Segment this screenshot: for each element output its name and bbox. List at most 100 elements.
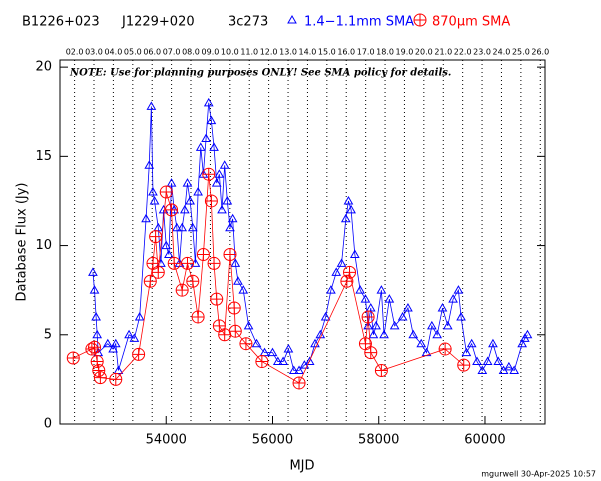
year-tick-label: 08.0	[182, 48, 200, 57]
year-tick-label: 14.0	[299, 48, 317, 57]
year-tick-label: 17.0	[357, 48, 375, 57]
triangle-marker	[376, 285, 387, 294]
triangle-marker	[166, 178, 177, 187]
triangle-marker	[517, 338, 528, 348]
circle-plus-marker	[204, 194, 218, 208]
year-tick-label: 05.0	[124, 48, 142, 57]
circle-plus-marker	[88, 340, 102, 354]
triangle-marker	[206, 115, 217, 125]
triangle-marker	[294, 365, 304, 374]
triangle-marker	[267, 347, 278, 357]
triangle-marker	[437, 303, 448, 312]
legend-marker	[413, 13, 427, 27]
triangle-marker	[472, 356, 482, 366]
triangle-marker	[368, 329, 379, 339]
circle-plus-marker	[146, 256, 160, 270]
triangle-marker	[272, 356, 283, 366]
circle-plus-marker	[340, 274, 354, 288]
year-tick-label: 21.0	[434, 48, 452, 57]
triangle-marker	[110, 338, 121, 348]
triangle-marker	[488, 338, 498, 348]
circle-plus-marker	[90, 355, 104, 369]
year-tick-label: 12.0	[260, 48, 278, 57]
year-tick-label: 03.0	[85, 48, 103, 57]
triangle-marker	[146, 101, 157, 110]
triangle-marker	[179, 204, 190, 214]
triangle-marker	[336, 258, 347, 267]
year-tick-label: 22.0	[454, 48, 472, 57]
triangle-marker	[432, 329, 443, 339]
x-tick-label: 60000	[464, 433, 505, 448]
triangle-marker	[403, 303, 413, 312]
year-tick-label: 25.0	[512, 48, 530, 57]
circle-plus-marker	[239, 337, 253, 351]
triangle-marker	[320, 311, 331, 321]
triangle-marker	[141, 213, 151, 223]
circle-plus-marker	[438, 342, 452, 356]
circle-plus-marker	[196, 247, 210, 261]
triangle-marker	[225, 222, 235, 232]
triangle-marker	[230, 258, 241, 267]
year-tick-label: 11.0	[240, 48, 258, 57]
circle-plus-marker	[210, 292, 224, 306]
x-tick-label: 58000	[358, 433, 399, 448]
triangle-marker	[222, 195, 233, 205]
triangle-marker	[169, 204, 180, 214]
source-label: J1229+020	[121, 15, 195, 30]
annotation: NOTE: Use for planning purposes ONLY! Se…	[69, 68, 451, 79]
series-line	[92, 102, 528, 372]
series-line	[73, 174, 464, 384]
triangle-marker	[343, 195, 354, 205]
triangle-marker	[185, 195, 196, 205]
circle-plus-marker	[202, 167, 216, 181]
triangle-marker	[371, 320, 381, 330]
triangle-marker	[219, 160, 230, 169]
triangle-marker	[477, 365, 488, 374]
triangle-marker	[91, 311, 101, 321]
y-tick-label: 10	[35, 238, 52, 253]
triangle-marker	[243, 320, 254, 330]
triangle-marker	[304, 356, 315, 366]
year-tick-label: 04.0	[104, 48, 122, 57]
year-tick-label: 06.0	[143, 48, 161, 57]
triangle-marker	[416, 338, 427, 348]
year-tick-label: 24.0	[493, 48, 511, 57]
circle-plus-marker	[143, 274, 157, 288]
year-tick-label: 09.0	[202, 48, 220, 57]
triangle-marker	[456, 311, 466, 321]
triangle-marker	[278, 356, 288, 366]
circle-plus-marker	[167, 256, 181, 270]
circle-plus-marker	[159, 185, 173, 199]
source-label: 3c273	[228, 15, 268, 30]
triangle-marker	[360, 294, 371, 303]
circle-plus-marker	[132, 347, 146, 361]
triangle-marker	[326, 285, 336, 294]
year-tick-label: 15.0	[318, 48, 336, 57]
triangle-marker	[310, 338, 320, 348]
plot-frame	[59, 59, 546, 425]
triangle-marker	[172, 222, 182, 232]
triangle-marker	[88, 267, 98, 276]
triangle-marker	[89, 285, 100, 294]
circle-plus-marker	[361, 310, 375, 324]
triangle-marker	[493, 356, 504, 366]
year-tick-label: 18.0	[376, 48, 394, 57]
triangle-marker	[164, 249, 174, 258]
triangle-marker	[466, 338, 477, 348]
y-tick-label: 15	[35, 149, 52, 164]
circle-plus-marker	[358, 337, 372, 351]
circle-plus-marker	[255, 355, 269, 369]
circle-plus-marker	[343, 265, 357, 279]
legend-marker	[287, 14, 297, 24]
triangle-marker	[453, 285, 464, 294]
triangle-marker	[129, 333, 140, 342]
triangle-marker	[363, 320, 373, 330]
triangle-marker	[209, 142, 219, 151]
triangle-marker	[288, 365, 299, 374]
x-axis-label: MJD	[289, 459, 314, 474]
legend-label: 870μm SMA	[432, 15, 510, 30]
triangle-marker	[349, 249, 360, 258]
x-tick-label: 56000	[252, 433, 293, 448]
triangle-marker	[233, 276, 243, 285]
triangle-marker	[346, 204, 356, 214]
